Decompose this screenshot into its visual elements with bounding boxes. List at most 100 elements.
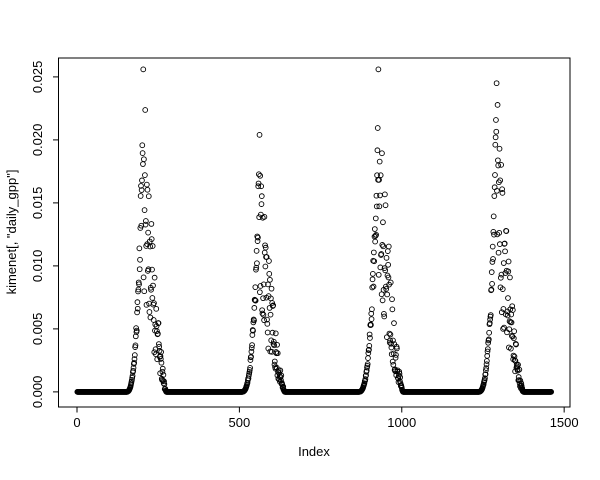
data-point [140, 274, 147, 281]
data-point [247, 357, 254, 363]
data-point [383, 255, 390, 261]
y-tick-label: 0.000 [30, 376, 45, 409]
data-point [396, 368, 403, 375]
data-point [159, 368, 166, 375]
data-point [377, 264, 384, 271]
data-point [388, 344, 395, 351]
data-point [487, 312, 494, 318]
data-point [266, 258, 272, 264]
data-point [508, 345, 514, 352]
data-point [145, 193, 152, 200]
data-point [502, 248, 508, 255]
data-point [265, 281, 271, 288]
data-point [370, 283, 377, 290]
data-point [496, 145, 503, 152]
data-point [485, 339, 492, 346]
data-point [370, 270, 376, 277]
axes-layer: 0 500 1000 1500 0.000 0.005 0.010 0.015 0.020 0.0… [30, 57, 579, 430]
data-point [268, 285, 275, 292]
data-point [139, 177, 145, 184]
data-point [390, 337, 396, 344]
data-point [253, 266, 259, 273]
data-point [156, 343, 163, 350]
data-point [383, 286, 390, 292]
data-point [152, 321, 159, 328]
data-point [379, 242, 386, 248]
data-point [145, 229, 151, 236]
data-point [151, 300, 157, 306]
data-point [382, 191, 388, 198]
data-point [271, 358, 278, 365]
data-point [396, 370, 403, 377]
data-point [142, 221, 149, 228]
data-point [139, 142, 146, 149]
data-point [161, 378, 167, 385]
data-point [131, 352, 138, 358]
data-point [150, 282, 156, 289]
data-point [510, 335, 517, 342]
data-point [142, 107, 149, 113]
data-point [136, 245, 143, 252]
data-point [133, 327, 140, 334]
data-point [383, 334, 390, 341]
data-point [129, 376, 135, 383]
data-point [491, 193, 498, 199]
x-tick-label: 500 [229, 415, 251, 430]
data-point [270, 302, 277, 309]
data-point [252, 297, 259, 304]
data-point [255, 234, 261, 241]
data-point [548, 389, 555, 395]
data-point [393, 352, 399, 358]
data-point [369, 276, 376, 283]
data-point [361, 380, 368, 387]
data-point [158, 349, 164, 355]
data-point [509, 307, 516, 313]
data-point [266, 271, 273, 277]
data-points-layer [74, 66, 555, 395]
data-point [384, 291, 391, 298]
data-point [158, 359, 165, 366]
data-point [155, 320, 162, 326]
data-point [262, 242, 268, 249]
x-axis-title: Index [298, 444, 330, 459]
data-point [134, 299, 141, 305]
data-point [387, 337, 393, 344]
data-point [155, 330, 161, 337]
data-point [259, 310, 266, 317]
data-point [133, 325, 139, 331]
data-point [489, 243, 496, 250]
data-point [258, 201, 265, 207]
data-point [385, 261, 391, 268]
data-point [389, 296, 395, 303]
data-point [154, 328, 160, 334]
data-point [160, 372, 167, 378]
data-point [508, 319, 515, 326]
y-axis-title: kimenet[, "daily_gpp"] [4, 170, 19, 295]
data-point [484, 346, 491, 352]
data-point [264, 320, 271, 327]
data-point [149, 243, 156, 249]
data-point [251, 317, 257, 324]
data-point [157, 356, 164, 362]
data-point [381, 313, 388, 320]
data-point [369, 306, 375, 313]
data-point [131, 359, 138, 366]
data-point [246, 369, 253, 375]
data-point [269, 329, 276, 336]
data-point [136, 266, 143, 273]
data-point [364, 361, 371, 367]
data-point [140, 66, 147, 73]
data-point [258, 183, 265, 190]
data-point [490, 228, 497, 235]
data-point [257, 283, 264, 289]
data-point [492, 172, 498, 178]
data-point [258, 193, 265, 200]
data-point [368, 316, 375, 322]
data-point [486, 329, 492, 336]
data-point [372, 215, 379, 222]
data-point [267, 276, 273, 283]
data-point [484, 348, 491, 355]
data-point [495, 162, 502, 169]
data-point [138, 187, 145, 193]
